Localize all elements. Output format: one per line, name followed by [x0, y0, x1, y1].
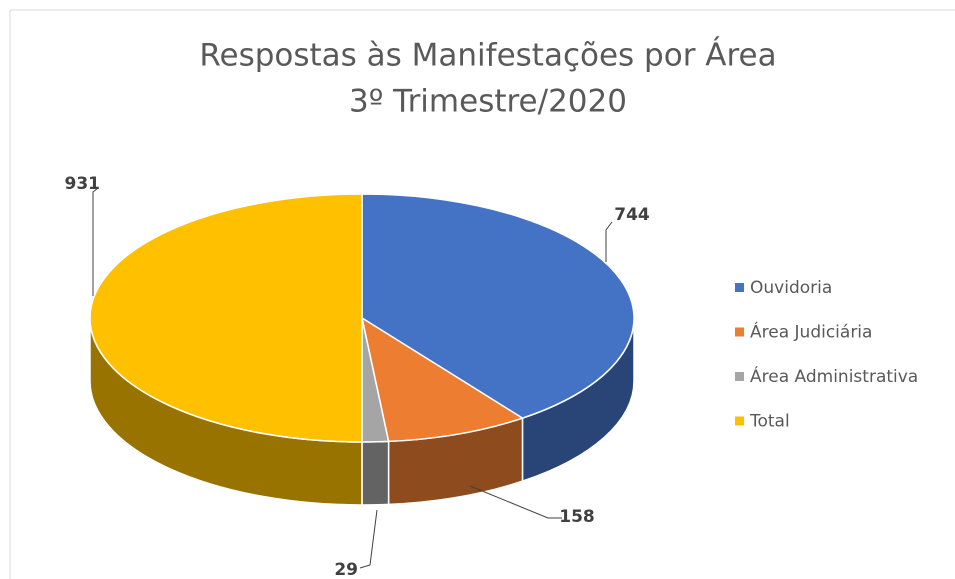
slice [361, 193, 635, 419]
legend-swatch [735, 283, 744, 292]
slice [360, 316, 525, 443]
data-label: 29 [334, 560, 358, 579]
legend-label: Área Administrativa [750, 365, 918, 387]
leader-line [605, 221, 613, 262]
chart-title: 3º Trimestre/2020 [349, 84, 627, 120]
legend-label: Total [749, 412, 790, 432]
slice-side [361, 440, 390, 506]
slice [89, 193, 363, 443]
leader-line [469, 485, 562, 519]
leader-line [92, 187, 99, 296]
data-label: 744 [614, 205, 650, 225]
leader-line [359, 509, 378, 569]
legend-label: Ouvidoria [750, 278, 832, 298]
chart-title: Respostas às Manifestações por Área [199, 38, 776, 74]
data-label: 931 [65, 174, 101, 194]
legend-label: Área Judiciária [750, 321, 872, 343]
legend-swatch [735, 372, 744, 381]
data-label: 158 [559, 507, 595, 527]
legend-swatch [735, 416, 744, 426]
legend-swatch [735, 327, 744, 337]
